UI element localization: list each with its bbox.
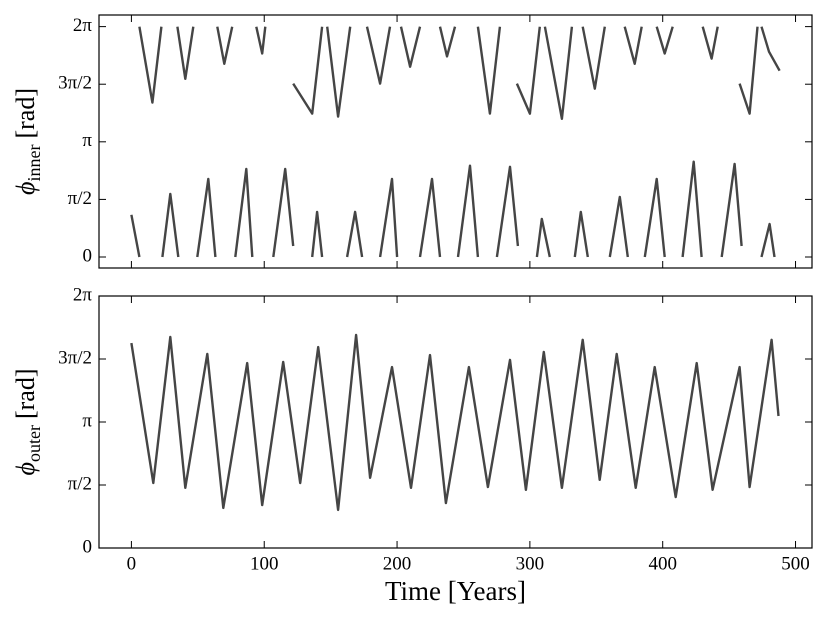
y-tick-label: 2π (73, 284, 93, 305)
y-label-unit: [rad] (11, 369, 40, 420)
data-line (130, 160, 776, 258)
x-axis-label: Time [Years] (385, 576, 526, 606)
data-line (138, 26, 781, 120)
y-tick-label: 3π/2 (58, 347, 92, 368)
y-label-subscript: inner (24, 145, 44, 182)
x-tick-label: 300 (516, 553, 545, 574)
y-tick-label: π (82, 130, 92, 151)
x-tick-label: 100 (250, 553, 279, 574)
y-tick-label: 0 (83, 245, 93, 266)
plot-frame (98, 14, 813, 269)
x-tick-label: 400 (648, 553, 677, 574)
y-label-symbol: ϕ (11, 462, 40, 475)
y-tick-label: π/2 (68, 188, 92, 209)
y-tick-label: π/2 (68, 473, 92, 494)
y-tick-label: 2π (73, 15, 93, 36)
y-axis-label: ϕouter [rad] (11, 369, 44, 476)
data-line (130, 333, 780, 512)
y-tick-label: 0 (83, 536, 93, 557)
y-label-unit: [rad] (11, 88, 40, 139)
y-tick-label: π (82, 410, 92, 431)
x-tick-label: 200 (383, 553, 412, 574)
y-label-subscript: outer (24, 425, 44, 462)
y-axis-label: ϕinner [rad] (11, 88, 44, 195)
y-tick-label: 3π/2 (58, 73, 92, 94)
x-tick-label: 0 (127, 553, 137, 574)
y-label-symbol: ϕ (11, 182, 40, 195)
x-tick-label: 500 (781, 553, 810, 574)
